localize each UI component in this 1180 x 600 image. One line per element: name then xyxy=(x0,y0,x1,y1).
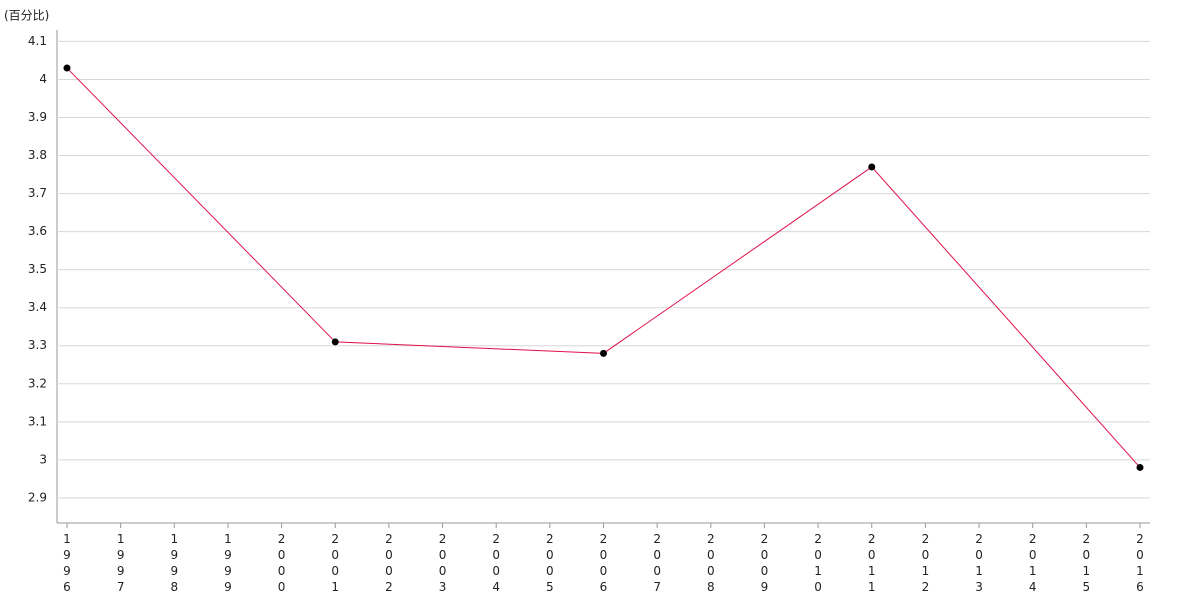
x-tick-label: 2007 xyxy=(650,532,665,596)
x-tick-label: 2009 xyxy=(757,532,772,596)
y-tick-label: 3.2 xyxy=(28,376,47,390)
x-tick-label: 2004 xyxy=(489,532,504,596)
data-line xyxy=(66,67,1141,468)
y-tick-label: 4.1 xyxy=(28,34,47,48)
y-tick-label: 2.9 xyxy=(28,490,47,504)
x-tick-label: 1998 xyxy=(167,532,182,596)
x-tick-label: 2003 xyxy=(435,532,450,596)
x-tick-label: 1997 xyxy=(113,532,128,596)
x-tick-label: 2012 xyxy=(918,532,933,596)
x-tick-label: 2013 xyxy=(972,532,987,596)
data-point xyxy=(331,338,339,346)
y-tick-label: 3.5 xyxy=(28,262,47,276)
y-axis-label: (百分比) xyxy=(4,9,49,23)
y-tick-label: 3 xyxy=(39,452,47,466)
x-tick-label: 2000 xyxy=(274,532,289,596)
x-tick-label: 2015 xyxy=(1079,532,1094,596)
x-tick-label: 1996 xyxy=(60,532,74,596)
data-point xyxy=(1136,463,1144,471)
data-point xyxy=(868,163,876,171)
y-tick-label: 4 xyxy=(39,72,47,86)
x-tick-label: 2005 xyxy=(542,532,557,596)
x-tick-label: 1999 xyxy=(220,532,235,596)
y-tick-label: 3.7 xyxy=(28,186,47,200)
x-tick-label: 2011 xyxy=(864,532,879,596)
y-tick-label: 3.6 xyxy=(28,224,47,238)
x-tick-label: 2008 xyxy=(703,532,718,596)
x-tick-label: 2016 xyxy=(1133,532,1147,596)
y-tick-label: 3.1 xyxy=(28,414,47,428)
y-tick-label: 3.8 xyxy=(28,148,47,162)
y-tick-label: 3.4 xyxy=(28,300,47,314)
x-tick-label: 2002 xyxy=(381,532,396,596)
y-tick-label: 3.3 xyxy=(28,338,47,352)
data-point xyxy=(600,349,607,357)
y-tick-label: 3.9 xyxy=(28,110,47,124)
data-point xyxy=(63,64,71,72)
x-tick-label: 2014 xyxy=(1025,532,1040,596)
x-tick-label: 2006 xyxy=(596,532,611,596)
x-tick-label: 2010 xyxy=(811,532,826,596)
x-tick-label: 2001 xyxy=(328,532,343,596)
